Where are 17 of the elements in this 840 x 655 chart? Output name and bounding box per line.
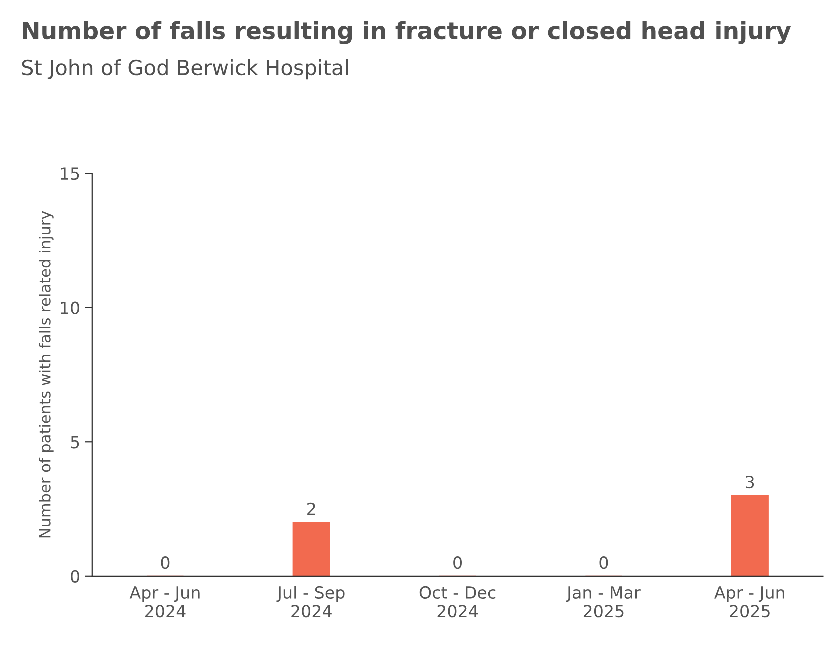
x-tick-label: Apr - Jun 2025	[714, 586, 784, 618]
data-label: 0	[161, 556, 170, 570]
data-label: 2	[308, 502, 316, 516]
data-label: 3	[746, 476, 754, 489]
x-tick-label: Jul - Sep 2024	[276, 586, 345, 618]
y-tick-label: 15	[61, 168, 80, 180]
y-tick-label: 10	[61, 302, 80, 314]
x-tick-label: Oct - Dec 2024	[420, 586, 496, 618]
chart-title: Number of falls resulting in fracture or closed head injury	[23, 21, 792, 44]
y-tick-label: 5	[71, 436, 80, 449]
y-tick-label: 0	[71, 570, 80, 583]
chart-subtitle: St John of God Berwick Hospital	[22, 59, 348, 80]
x-tick-label: Jan - Mar 2025	[566, 586, 641, 618]
data-label: 0	[454, 556, 462, 570]
y-axis-title: Number of patients with falls related injury	[39, 211, 54, 538]
data-label: 0	[600, 556, 608, 570]
x-tick-label: Apr - Jun 2024	[130, 586, 200, 618]
